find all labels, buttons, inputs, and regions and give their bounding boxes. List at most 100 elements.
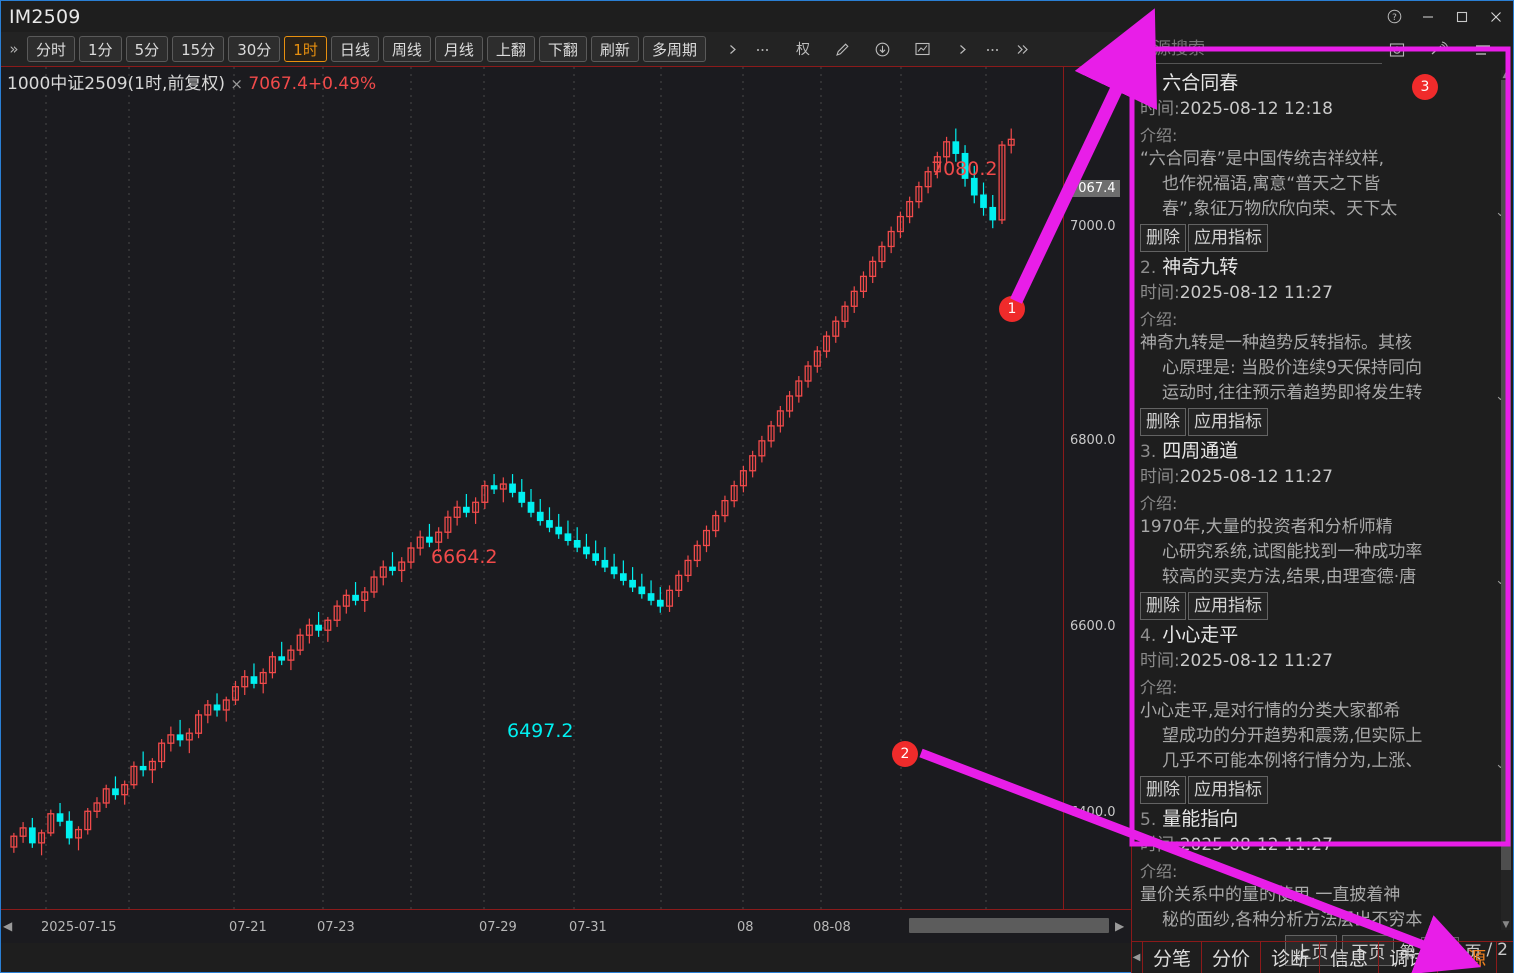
period-button-1hour[interactable]: 1时 [284, 36, 327, 62]
vertical-scrollbar[interactable]: ▲ ▼ [1501, 70, 1511, 930]
page-up-button[interactable]: 上翻 [486, 36, 535, 62]
tab-zhenduan[interactable]: 诊断 [1261, 942, 1321, 973]
download-icon[interactable] [870, 36, 896, 62]
page-down-button[interactable]: 下翻 [538, 36, 587, 62]
period-button-5min[interactable]: 5分 [125, 36, 169, 62]
item-desc: 介绍: “六合同春”是中国传统吉祥纹样, 也作祝福语,寓意“普天之下皆 春”,象… [1136, 122, 1510, 222]
period-button-daily[interactable]: 日线 [330, 36, 379, 62]
time-tick-4: 07-31 [569, 920, 607, 935]
tab-fenbi[interactable]: 分笔 [1143, 942, 1203, 973]
scroll-right-icon[interactable]: ▶ [1115, 919, 1125, 933]
item-time-row: 时间: 2025-08-12 11:27 [1136, 465, 1510, 490]
item-title: 1. 六合同春 [1136, 70, 1510, 97]
period-button-30min[interactable]: 30分 [228, 36, 281, 62]
period-button-1min[interactable]: 1分 [79, 36, 122, 62]
search-input[interactable] [1137, 34, 1382, 64]
chevron-double-right-icon[interactable] [1010, 36, 1036, 62]
list-item[interactable]: 4. 小心走平 时间: 2025-08-12 11:27 介绍: 小心走平,是对… [1136, 620, 1510, 804]
minimize-icon[interactable] [1411, 1, 1445, 32]
list-item[interactable]: 3. 四周通道 时间: 2025-08-12 11:27 介绍: 1970年,大… [1136, 436, 1510, 620]
toolbar-expand-left-icon[interactable]: » [9, 40, 19, 58]
chevron-right-icon[interactable] [720, 36, 746, 62]
delete-button[interactable]: 删除 [1140, 592, 1186, 620]
delete-button[interactable]: 删除 [1140, 408, 1186, 436]
time-tick-6: 08-08 [813, 920, 851, 935]
tab-fenjia[interactable]: 分价 [1202, 942, 1262, 973]
period-button-15min[interactable]: 15分 [172, 36, 225, 62]
delete-button[interactable]: 删除 [1140, 224, 1186, 252]
chart-window-icon[interactable] [910, 36, 936, 62]
desc-line-3: 春”,象征万物欣欣向荣、天下太 [1162, 199, 1398, 219]
desc-label: 介绍: [1140, 678, 1178, 697]
scroll-down-icon[interactable]: ▼ [1502, 920, 1510, 930]
period-button-weekly[interactable]: 周线 [382, 36, 431, 62]
tab-ziyuan[interactable]: 资源 [1438, 942, 1498, 973]
list-item[interactable]: 1. 六合同春 时间: 2025-08-12 12:18 介绍: “六合同春”是… [1136, 68, 1510, 252]
item-name: 量能指向 [1162, 808, 1239, 830]
horizontal-scrollbar[interactable] [909, 918, 1109, 933]
rights-adjust-icon[interactable]: 权 [795, 42, 810, 58]
tab-tiaoshi[interactable]: 调试 [1379, 942, 1439, 973]
time-label: 时间: [1140, 835, 1180, 855]
desc-text: 小心走平,是对行情的分类大家都希 望成功的分开趋势和震荡,但实际上 几乎不可能本… [1140, 676, 1486, 774]
item-index: 4. [1140, 626, 1157, 646]
item-title: 5. 量能指向 [1136, 806, 1510, 833]
period-button-fenshi[interactable]: 分时 [27, 36, 76, 62]
apply-indicator-button[interactable]: 应用指标 [1188, 224, 1268, 252]
time-value: 2025-08-12 12:18 [1179, 99, 1333, 119]
scroll-left-icon[interactable]: ◀ [3, 919, 13, 933]
desc-label: 介绍: [1140, 862, 1178, 881]
desc-line-3: 运动时,往往预示着趋势即将发生转 [1162, 383, 1423, 403]
time-tick-2: 07-23 [317, 920, 355, 935]
period-button-monthly[interactable]: 月线 [434, 36, 483, 62]
chart-price-change: 7067.4+0.49% [248, 74, 377, 94]
item-actions: 删除 应用指标 [1136, 776, 1510, 804]
tab-xinxi[interactable]: 信息 [1320, 942, 1380, 973]
apply-indicator-button[interactable]: 应用指标 [1188, 776, 1268, 804]
list-menu-icon[interactable] [1470, 38, 1496, 62]
signal-wave-icon[interactable] [1426, 38, 1452, 62]
item-name: 六合同春 [1162, 72, 1239, 94]
title-bar: IM2509 ? [1, 1, 1513, 32]
desc-line-1: 量价关系中的量的使用,一直披着神 [1140, 885, 1401, 905]
resource-list[interactable]: 1. 六合同春 时间: 2025-08-12 12:18 介绍: “六合同春”是… [1136, 68, 1510, 932]
pencil-draw-icon[interactable] [830, 36, 856, 62]
price-axis[interactable]: 7067.4 7000.0 6800.0 6600.0 6400.0 [1063, 67, 1131, 909]
scrollbar-thumb[interactable] [1501, 80, 1511, 870]
desc-line-2: 秘的面纱,各种分析方法层出不穷本 [1162, 910, 1423, 930]
search-capture-icon[interactable] [1384, 38, 1410, 62]
list-item[interactable]: 2. 神奇九转 时间: 2025-08-12 11:27 介绍: 神奇九转是一种… [1136, 252, 1510, 436]
candlestick-plot[interactable] [1, 67, 1063, 909]
time-tick-1: 07-21 [229, 920, 267, 935]
refresh-button[interactable]: 刷新 [590, 36, 639, 62]
desc-line-1: 1970年,大量的投资者和分析师精 [1140, 517, 1393, 537]
apply-indicator-button[interactable]: 应用指标 [1188, 592, 1268, 620]
multi-period-button[interactable]: 多周期 [642, 36, 706, 62]
time-axis[interactable]: ◀ 2025-07-15 07-21 07-23 07-29 07-31 08 … [1, 909, 1131, 943]
item-index: 3. [1140, 442, 1157, 462]
more-ellipsis-icon[interactable] [750, 36, 776, 62]
maximize-icon[interactable] [1445, 1, 1479, 32]
time-tick-3: 07-29 [479, 920, 517, 935]
item-actions: 删除 应用指标 [1136, 224, 1510, 252]
desc-text: 神奇九转是一种趋势反转指标。其核 心原理是: 当股价连续9天保持同向 运动时,往… [1140, 308, 1486, 406]
apply-indicator-button[interactable]: 应用指标 [1188, 408, 1268, 436]
more-ellipsis-icon-2[interactable] [980, 36, 1006, 62]
item-name: 小心走平 [1162, 624, 1239, 646]
chevron-right-icon-2[interactable] [950, 36, 976, 62]
item-actions: 删除 应用指标 [1136, 592, 1510, 620]
tabs-scroll-left-icon[interactable]: ◀ [1131, 942, 1143, 973]
chart-area[interactable]: 1000中证2509(1时,前复权) × 7067.4+0.49% 7067.4… [1, 66, 1131, 943]
desc-label: 介绍: [1140, 126, 1178, 145]
desc-label: 介绍: [1140, 310, 1178, 329]
item-name: 四周通道 [1162, 440, 1239, 462]
scroll-up-icon[interactable]: ▲ [1502, 70, 1510, 80]
list-item[interactable]: 5. 量能指向 时间: 2025-08-12 11:27 介绍: 量价关系中的量… [1136, 804, 1510, 932]
help-icon[interactable]: ? [1377, 1, 1411, 32]
close-icon[interactable] [1479, 1, 1513, 32]
delete-button[interactable]: 删除 [1140, 776, 1186, 804]
time-value: 2025-08-12 11:27 [1179, 467, 1333, 487]
candles-svg [10, 67, 1015, 909]
chart-header: 1000中证2509(1时,前复权) × 7067.4+0.49% [7, 69, 376, 94]
